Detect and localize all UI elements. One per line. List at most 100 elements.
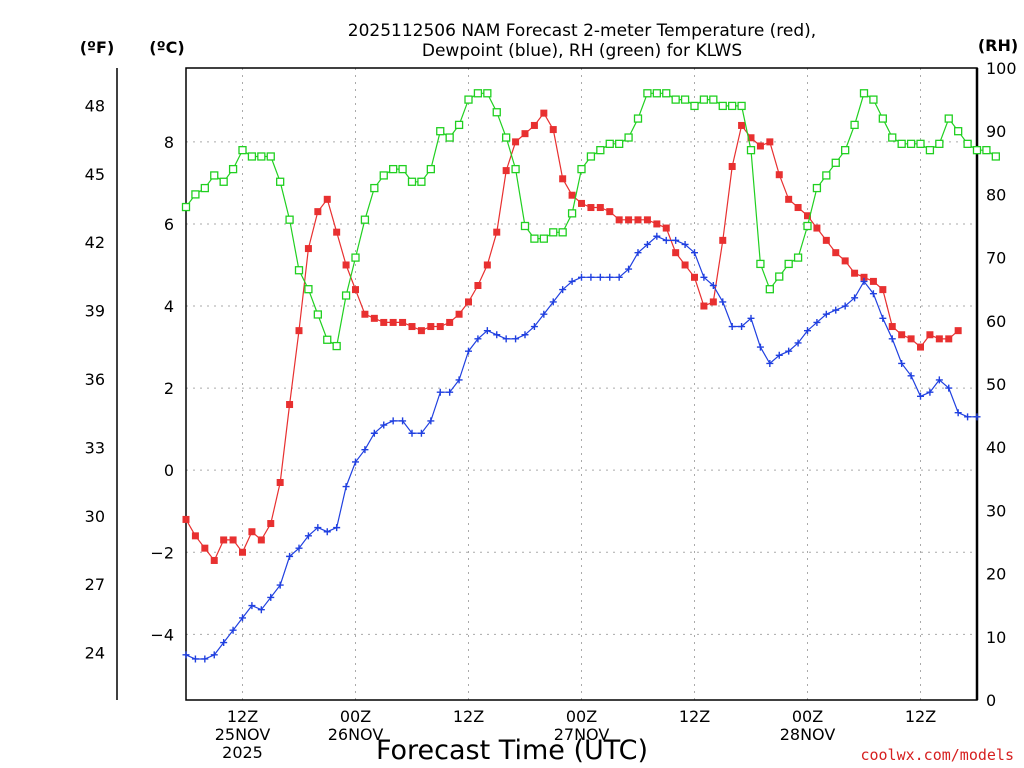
dewpoint-point bbox=[474, 335, 482, 343]
rh-point bbox=[878, 114, 887, 123]
rh-tick-label: 30 bbox=[986, 501, 1006, 520]
temperature-point bbox=[766, 138, 774, 146]
temperature-point bbox=[512, 138, 520, 146]
x-tick-label: 00Z bbox=[792, 707, 823, 726]
dewpoint-point bbox=[653, 232, 661, 240]
dewpoint-point bbox=[370, 429, 378, 437]
temperature-point bbox=[568, 191, 576, 199]
rh-point bbox=[954, 127, 963, 136]
celsius-unit-label: (ºC) bbox=[149, 38, 184, 57]
temperature-point bbox=[455, 310, 463, 318]
rh-tick-label: 10 bbox=[986, 628, 1006, 647]
temperature-point bbox=[672, 249, 680, 257]
temperature-point bbox=[634, 216, 642, 224]
rh-point bbox=[389, 164, 398, 174]
dewpoint-point bbox=[191, 655, 199, 663]
temperature-point bbox=[954, 327, 962, 335]
temperature-point bbox=[483, 261, 491, 269]
dewpoint-point bbox=[220, 639, 228, 647]
rh-point bbox=[558, 228, 567, 237]
dewpoint-point bbox=[719, 298, 727, 306]
x-tick-label: 00Z bbox=[340, 707, 371, 726]
rh-point bbox=[530, 234, 539, 243]
chart-title-line2: Dewpoint (blue), RH (green) for KLWS bbox=[422, 41, 742, 61]
temperature-point bbox=[841, 257, 849, 265]
rh-point bbox=[784, 259, 793, 269]
x-tick-label: 27NOV bbox=[554, 725, 610, 744]
dewpoint-point bbox=[643, 240, 651, 248]
rh-point bbox=[351, 253, 360, 262]
temperature-point bbox=[239, 548, 246, 556]
rh-point bbox=[841, 146, 850, 155]
rh-point bbox=[257, 152, 266, 161]
fahrenheit-tick-label: 48 bbox=[85, 96, 105, 115]
dewpoint-point bbox=[794, 339, 802, 347]
rh-point bbox=[925, 146, 935, 155]
rh-markers bbox=[181, 89, 1000, 351]
dewpoint-point bbox=[352, 458, 359, 466]
dewpoint-point bbox=[747, 314, 755, 322]
rh-point bbox=[473, 89, 483, 98]
dewpoint-point bbox=[578, 273, 585, 281]
dewpoint-point bbox=[841, 302, 849, 310]
rh-point bbox=[586, 152, 596, 161]
dewpoint-point bbox=[389, 417, 397, 425]
dewpoint-point bbox=[323, 528, 331, 536]
rh-point bbox=[737, 101, 746, 111]
temperature-point bbox=[502, 167, 510, 175]
temperature-point bbox=[888, 323, 896, 331]
fahrenheit-tick-label: 27 bbox=[85, 575, 105, 594]
rh-point bbox=[972, 146, 982, 155]
rh-point bbox=[454, 120, 464, 130]
rh-tick-label: 60 bbox=[986, 312, 1006, 331]
temperature-point bbox=[191, 532, 199, 540]
celsius-tick-label: 6 bbox=[164, 215, 174, 234]
rh-point bbox=[210, 171, 219, 180]
dewpoint-point bbox=[314, 524, 322, 532]
temperature-point bbox=[530, 121, 538, 129]
temperature-point bbox=[540, 109, 548, 117]
temperature-point bbox=[210, 556, 218, 564]
rh-point bbox=[360, 215, 370, 224]
rh-point bbox=[944, 114, 953, 123]
rh-point bbox=[605, 139, 614, 148]
rh-point bbox=[276, 177, 285, 186]
temperature-point bbox=[832, 249, 840, 257]
temperature-point bbox=[333, 228, 341, 236]
x-tick-label: 12Z bbox=[227, 707, 258, 726]
rh-tick-label: 80 bbox=[986, 185, 1006, 204]
chart-title-line1: 2025112506 NAM Forecast 2-meter Temperat… bbox=[348, 21, 816, 41]
dewpoint-point bbox=[540, 310, 548, 318]
rh-point bbox=[850, 120, 859, 130]
rh-point bbox=[671, 95, 680, 104]
temperature-point bbox=[465, 298, 472, 306]
fahrenheit-tick-label: 45 bbox=[85, 165, 105, 184]
dewpoint-point bbox=[672, 236, 680, 244]
dewpoint-point bbox=[917, 392, 924, 400]
rh-point bbox=[652, 89, 661, 98]
dewpoint-point bbox=[333, 524, 341, 532]
dewpoint-point bbox=[342, 483, 350, 491]
temperature-point bbox=[596, 204, 604, 212]
celsius-tick-label: 4 bbox=[164, 297, 174, 316]
temperature-point bbox=[257, 536, 265, 544]
dewpoint-point bbox=[775, 351, 783, 359]
rh-point bbox=[793, 253, 803, 262]
dewpoint-point bbox=[728, 323, 736, 331]
temperature-markers bbox=[182, 109, 962, 564]
x-tick-label: 28NOV bbox=[780, 725, 836, 744]
rh-point bbox=[502, 133, 511, 142]
temperature-point bbox=[295, 327, 303, 335]
rh-point bbox=[247, 152, 257, 161]
temperature-point bbox=[738, 121, 746, 129]
x-tick-label: 2025 bbox=[222, 743, 263, 762]
rh-point bbox=[549, 228, 558, 237]
dewpoint-markers bbox=[182, 232, 981, 663]
rh-point bbox=[370, 183, 379, 193]
rh-point bbox=[332, 341, 341, 351]
rh-point bbox=[756, 259, 765, 269]
temperature-point bbox=[304, 245, 312, 253]
rh-point bbox=[963, 139, 972, 148]
dewpoint-point bbox=[493, 331, 501, 339]
